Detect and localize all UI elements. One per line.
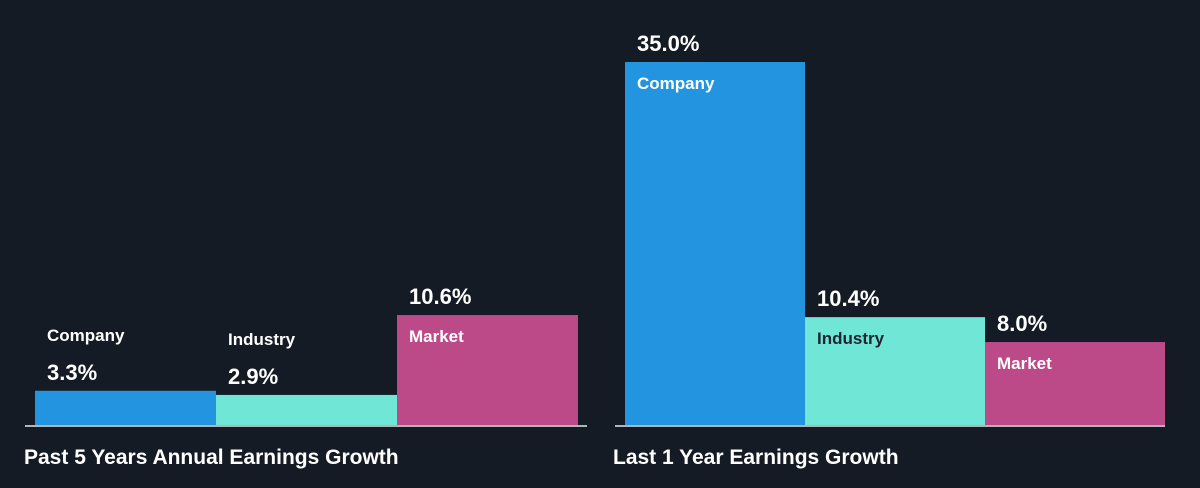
value-label-industry: 10.4%	[817, 286, 879, 311]
value-label-market: 8.0%	[997, 311, 1047, 336]
value-label-company: 35.0%	[637, 31, 699, 56]
chart-title: Past 5 Years Annual Earnings Growth	[24, 446, 399, 469]
category-label-company: Company	[637, 74, 715, 93]
value-label-company: 3.3%	[47, 360, 97, 385]
category-label-industry: Industry	[228, 330, 296, 349]
bar-company	[625, 62, 805, 425]
bar-market	[397, 315, 578, 425]
value-label-industry: 2.9%	[228, 364, 278, 389]
chart-title: Last 1 Year Earnings Growth	[613, 446, 899, 469]
value-label-market: 10.6%	[409, 284, 471, 309]
bar-industry	[805, 317, 985, 425]
category-label-market: Market	[997, 354, 1052, 373]
category-label-industry: Industry	[817, 329, 885, 348]
bar-market	[985, 342, 1165, 425]
bar-company	[35, 390, 216, 425]
category-label-market: Market	[409, 327, 464, 346]
bar-industry	[216, 394, 397, 425]
category-label-company: Company	[47, 326, 125, 345]
